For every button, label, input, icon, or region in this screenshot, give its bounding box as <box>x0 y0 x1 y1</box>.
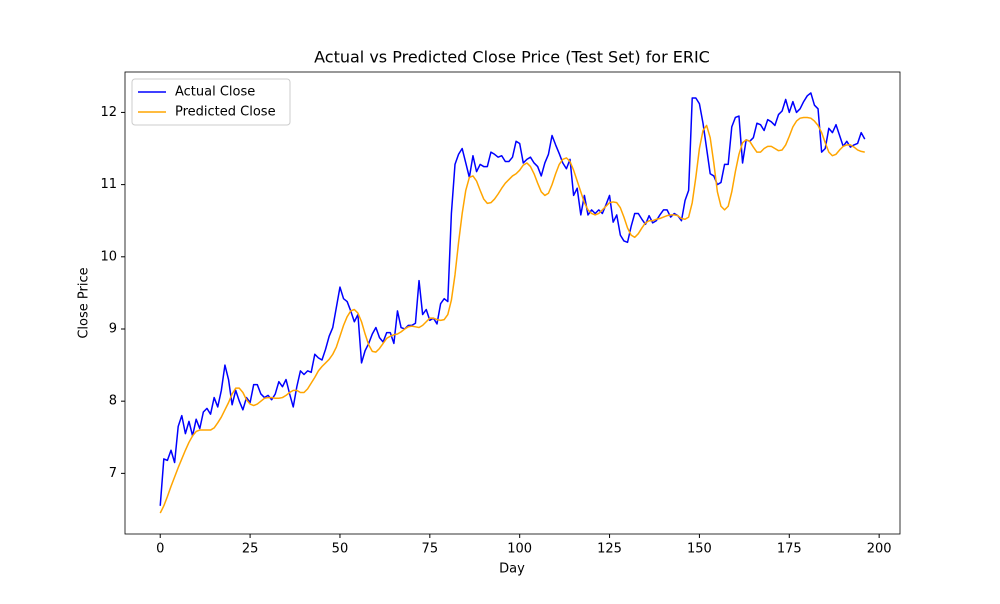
x-tick-label: 125 <box>597 542 622 557</box>
x-tick-label: 0 <box>156 542 164 557</box>
legend-box <box>131 78 291 126</box>
legend-label: Actual Close <box>175 85 255 100</box>
x-tick-label: 175 <box>777 542 802 557</box>
x-tick-label: 25 <box>242 542 259 557</box>
y-tick-label: 9 <box>109 321 117 336</box>
x-tick-label: 50 <box>332 542 349 557</box>
y-tick-label: 10 <box>100 249 117 264</box>
x-axis-label: Day <box>499 562 525 577</box>
series-line <box>159 116 865 514</box>
x-tick-label: 200 <box>867 542 892 557</box>
plot-frame <box>124 71 901 535</box>
x-tick-label: 100 <box>507 542 532 557</box>
y-tick-label: 12 <box>100 105 117 120</box>
x-tick-label: 75 <box>422 542 439 557</box>
y-axis-label: Close Price <box>77 267 92 338</box>
legend-label: Predicted Close <box>175 105 276 120</box>
y-tick-label: 7 <box>109 466 117 481</box>
chart-title: Actual vs Predicted Close Price (Test Se… <box>314 48 710 67</box>
x-tick-label: 150 <box>687 542 712 557</box>
y-tick-label: 11 <box>100 177 117 192</box>
y-tick-label: 8 <box>109 394 117 409</box>
